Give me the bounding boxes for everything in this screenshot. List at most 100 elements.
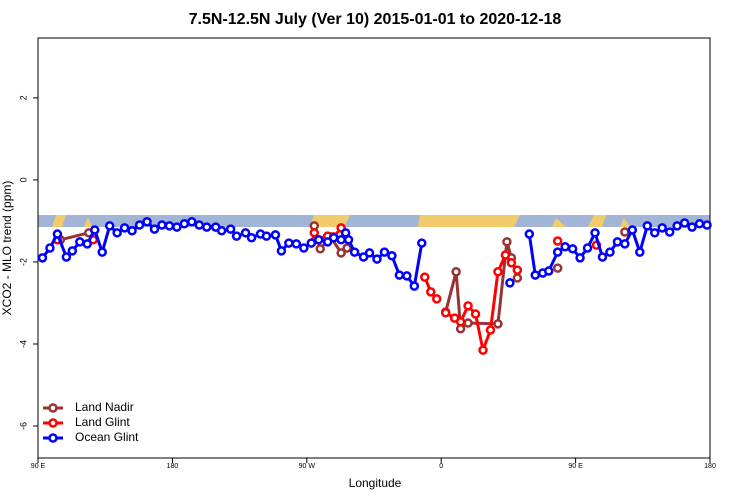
point <box>187 217 197 227</box>
point <box>493 267 503 277</box>
point <box>157 220 167 230</box>
point <box>612 237 623 247</box>
point <box>394 270 405 280</box>
x-axis-label: Longitude <box>349 476 402 490</box>
point <box>597 252 608 262</box>
point <box>485 325 496 335</box>
point <box>328 232 339 243</box>
point <box>431 294 442 304</box>
point <box>417 238 427 248</box>
point <box>336 248 346 258</box>
point <box>560 242 570 252</box>
point <box>127 226 137 236</box>
point <box>478 345 488 355</box>
point <box>82 239 93 249</box>
point <box>605 247 615 257</box>
point <box>97 247 107 257</box>
point <box>455 317 466 327</box>
point <box>440 308 451 318</box>
legend-marker <box>48 433 58 443</box>
point <box>225 224 236 234</box>
point <box>552 236 563 246</box>
point <box>543 266 554 276</box>
point <box>134 220 145 230</box>
point <box>530 270 541 280</box>
point <box>270 230 281 240</box>
point <box>635 247 645 257</box>
point <box>512 273 523 283</box>
point <box>240 228 251 238</box>
point <box>342 243 352 253</box>
point <box>349 247 360 257</box>
point <box>493 319 503 329</box>
point <box>451 267 461 277</box>
point <box>402 271 412 281</box>
point <box>506 258 517 268</box>
point <box>364 248 375 258</box>
point <box>642 221 653 231</box>
point <box>387 251 397 261</box>
point <box>679 218 690 228</box>
point <box>52 229 63 239</box>
point <box>216 226 227 236</box>
point <box>552 263 563 273</box>
point <box>627 225 638 235</box>
point <box>37 253 48 263</box>
point <box>75 237 85 247</box>
point <box>358 252 369 262</box>
point <box>409 281 420 291</box>
point <box>291 239 302 249</box>
point <box>649 228 660 238</box>
point <box>702 220 712 230</box>
x-tick-label: 180 <box>704 463 716 470</box>
point <box>687 222 697 232</box>
point <box>505 278 515 288</box>
y-tick-label: -6 <box>18 422 28 430</box>
point <box>104 221 115 231</box>
point <box>552 247 563 257</box>
point <box>45 243 55 253</box>
point <box>379 247 390 257</box>
point <box>567 244 578 254</box>
legend-label: Ocean Glint <box>75 430 139 444</box>
point <box>231 231 242 241</box>
point <box>322 237 333 247</box>
point <box>306 238 317 248</box>
y-tick-label: 0 <box>18 177 28 182</box>
point <box>164 221 175 231</box>
point <box>620 227 630 237</box>
point <box>284 238 294 248</box>
legend-marker <box>48 418 58 428</box>
point <box>463 318 473 328</box>
point <box>246 232 257 243</box>
x-tick-label: 90 W <box>299 463 316 470</box>
series-line <box>60 231 90 242</box>
point <box>657 223 667 233</box>
legend-label: Land Nadir <box>75 400 134 414</box>
point <box>179 219 190 229</box>
chart-title: 7.5N-12.5N July (Ver 10) 2015-01-01 to 2… <box>189 11 562 28</box>
point <box>343 235 354 245</box>
point <box>372 254 382 264</box>
legend-marker <box>48 403 58 413</box>
point <box>694 219 705 229</box>
point <box>315 244 325 254</box>
point <box>512 265 523 275</box>
point <box>313 235 324 245</box>
point <box>67 246 78 256</box>
x-tick-label: 90 E <box>31 463 46 470</box>
point <box>201 222 212 232</box>
point <box>470 309 481 319</box>
point <box>620 239 630 249</box>
point <box>261 231 272 241</box>
point <box>172 222 182 232</box>
x-tick-label: 0 <box>439 463 443 470</box>
point <box>89 225 100 235</box>
point <box>336 235 346 245</box>
y-tick-label: -2 <box>18 258 28 266</box>
x-tick-label: 180 <box>167 463 179 470</box>
point <box>582 243 593 253</box>
point <box>299 243 309 253</box>
point <box>502 237 512 247</box>
